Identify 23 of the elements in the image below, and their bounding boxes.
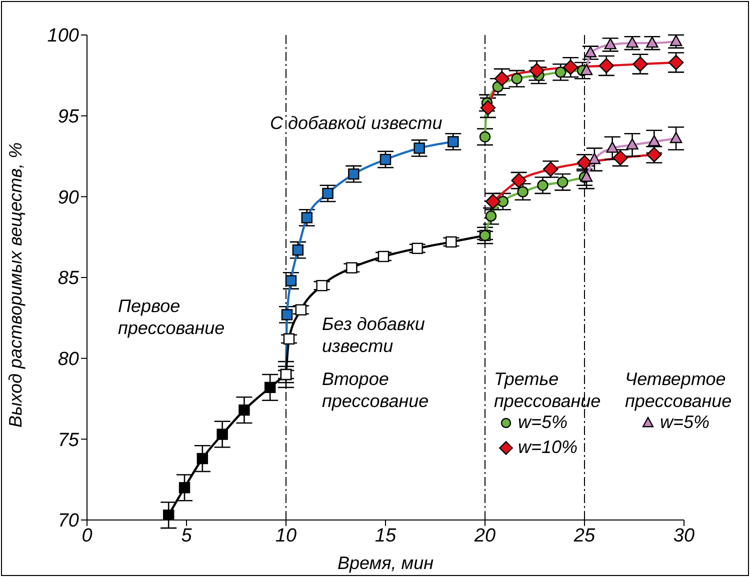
y-axis-title: Выход растворимых веществ, % (5, 142, 26, 428)
x-tick-label: 0 (82, 525, 93, 546)
annotation: С добавкой извести (270, 112, 444, 134)
annotation: Второе прессование (322, 368, 430, 412)
y-tick-label: 75 (58, 430, 80, 451)
y-tick-label: 85 (58, 268, 80, 290)
x-tick-label: 5 (181, 525, 192, 546)
x-tick-label: 25 (572, 525, 596, 546)
y-tick-label: 70 (58, 510, 80, 532)
x-tick-label: 30 (673, 525, 695, 546)
y-tick-label: 90 (58, 187, 80, 208)
y-tick-label: 100 (47, 26, 80, 47)
legend-label: w=5% (518, 412, 568, 433)
annotation: Первое прессование (118, 295, 226, 339)
y-tick-label: 95 (58, 106, 80, 128)
x-tick-label: 10 (275, 525, 297, 546)
legend-label: w=5% (660, 412, 710, 433)
x-tick-label: 15 (374, 525, 396, 546)
x-axis-title: Время, мин (337, 553, 434, 573)
x-tick-label: 20 (473, 525, 496, 546)
y-tick-label: 80 (58, 349, 80, 370)
annotation: Без добавки извести (322, 313, 426, 357)
legend-label: w=10% (518, 437, 578, 458)
